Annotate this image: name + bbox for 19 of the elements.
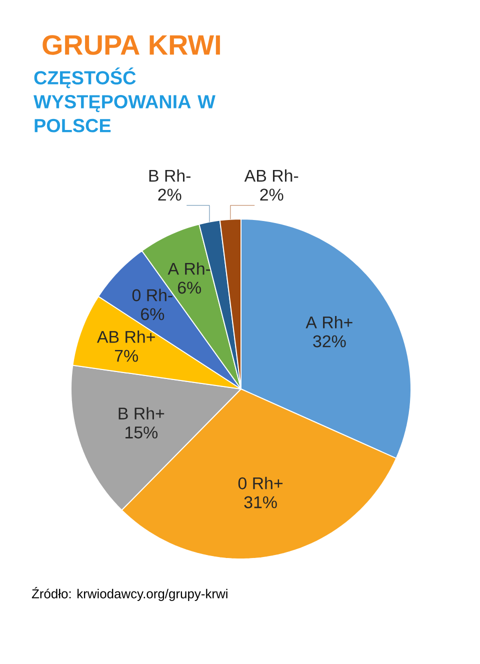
data-label: 15% — [126, 426, 158, 438]
data-label: 2% — [260, 188, 284, 201]
slice-label: A Rh- — [168, 262, 210, 275]
text: Źródło: krwiodawcy.org/grupy-krwi — [32, 587, 228, 601]
slice-label: AB Rh+ — [96, 330, 155, 343]
chart-title: GRUPA KRWI — [42, 35, 220, 55]
slice-label: B Rh- — [149, 169, 190, 182]
slice-label: A Rh+ — [306, 316, 352, 328]
slice-label: 0 Rh- — [132, 288, 172, 302]
slice-label: 0 Rh+ — [238, 476, 283, 490]
data-label: 2% — [158, 188, 182, 201]
chart-subtitle: CZĘSTOŚĆ WYSTĘPOWANIA W POLSCE — [34, 68, 216, 132]
data-label: 31% — [244, 496, 277, 508]
data-label: 6% — [178, 282, 201, 294]
data-label: 6% — [141, 308, 164, 320]
data-label: 7% — [114, 350, 138, 362]
data-label: 32% — [313, 335, 346, 348]
slice-label: B Rh+ — [118, 407, 164, 420]
slice-label: AB Rh- — [244, 169, 298, 182]
